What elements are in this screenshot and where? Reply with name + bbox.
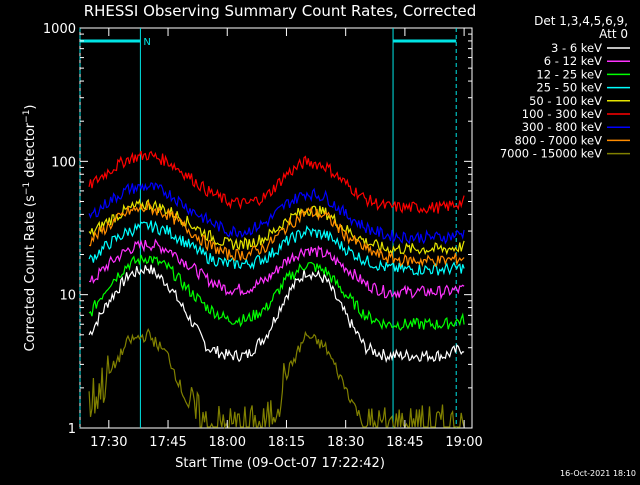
legend-label-1: 6 - 12 keV	[544, 54, 602, 68]
legend-label-7: 800 - 7000 keV	[514, 133, 602, 147]
y-axis-label-part-1: Corrected Count Rate (s	[23, 195, 38, 352]
legend-label-6: 300 - 800 keV	[522, 120, 602, 134]
series-line-1	[89, 238, 465, 301]
x-axis-label: Start Time (09-Oct-07 17:22:42)	[175, 456, 385, 471]
legend-detector-line-1: Det 1,3,4,5,6,9,	[534, 14, 628, 28]
x-tick-label-3: 18:15	[268, 435, 305, 450]
legend-label-2: 12 - 25 keV	[536, 67, 602, 81]
flag-layer: N	[79, 28, 457, 428]
series-line-5	[88, 150, 465, 214]
x-tick-label-4: 18:30	[327, 435, 364, 450]
legend-detector-line-2: Att 0	[599, 27, 628, 41]
axes-layer: 17:30 17:45 18:00 18:15 18:30 18:45 19:00 1 10 10…	[43, 22, 483, 450]
x-tick-label-5: 18:45	[386, 435, 423, 450]
y-tick-label-2: 100	[51, 155, 76, 170]
legend-label-5: 100 - 300 keV	[522, 107, 602, 121]
x-tick-label-2: 18:00	[209, 435, 246, 450]
footer-timestamp: 16-Oct-2021 18:10	[560, 469, 636, 478]
x-tick-label-0: 17:30	[90, 435, 127, 450]
legend-label-0: 3 - 6 keV	[551, 41, 602, 55]
legend-label-3: 25 - 50 keV	[536, 81, 602, 95]
y-tick-label-3: 1000	[43, 22, 76, 37]
series-line-0	[88, 264, 465, 364]
chart-title: RHESSI Observing Summary Count Rates, Co…	[84, 2, 477, 20]
y-axis-label: Corrected Count Rate (s−1 detector−1)	[22, 104, 38, 351]
flag-label-0: N	[143, 37, 150, 48]
y-axis-label-part-3: )	[23, 104, 38, 109]
x-tick-label-1: 17:45	[149, 435, 186, 450]
y-axis-label-sup-2: −1	[22, 110, 32, 123]
series-line-2	[88, 254, 465, 331]
series-layer	[88, 150, 465, 430]
series-line-3	[88, 220, 465, 277]
y-axis-label-sup-1: −1	[22, 182, 32, 195]
y-axis-label-part-2: detector	[23, 122, 38, 182]
y-tick-label-0: 1	[68, 422, 76, 437]
x-tick-label-6: 19:00	[445, 435, 482, 450]
y-tick-label-1: 10	[59, 289, 76, 304]
series-line-6	[88, 182, 465, 245]
legend-label-4: 50 - 100 keV	[529, 94, 602, 108]
series-line-7	[89, 200, 465, 268]
series-line-8	[88, 327, 465, 430]
legend-label-8: 7000 - 15000 keV	[500, 147, 602, 161]
